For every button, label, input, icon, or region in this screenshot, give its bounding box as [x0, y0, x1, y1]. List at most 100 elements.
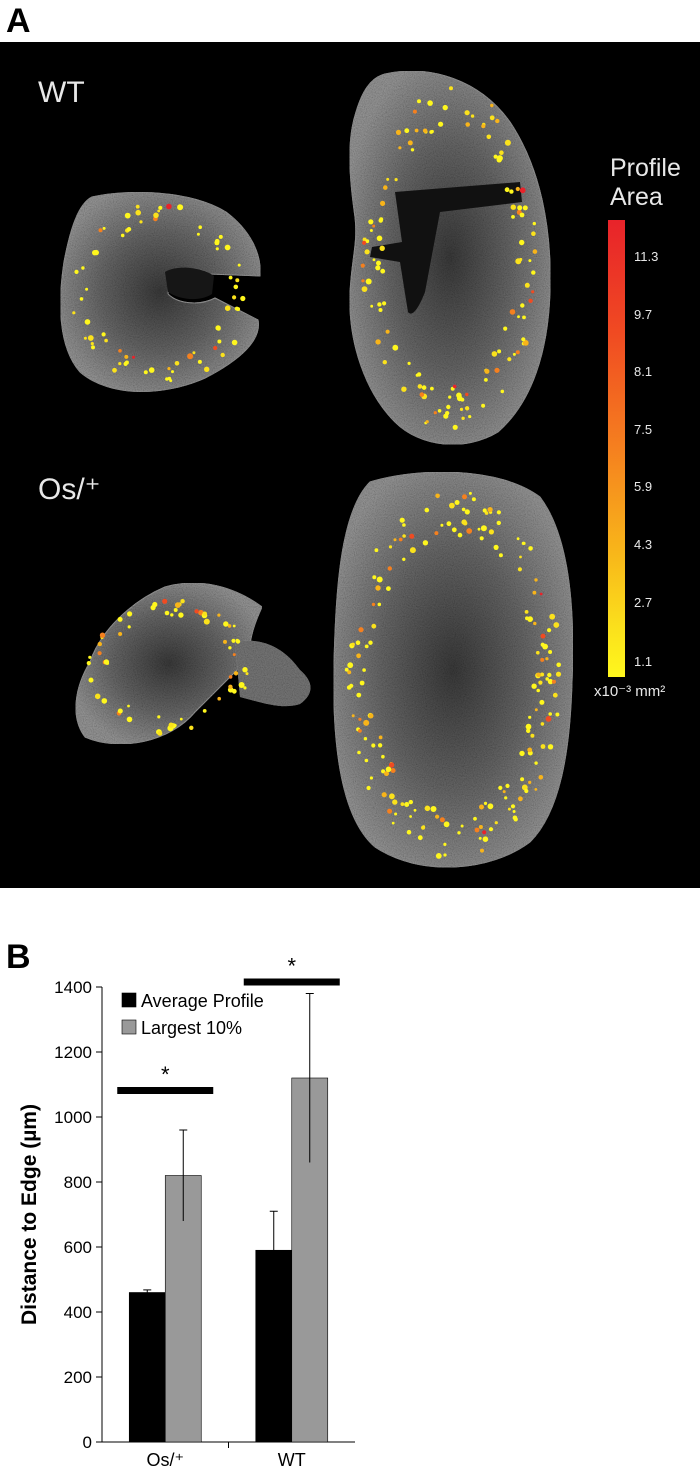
glomerulus-dot: [552, 692, 558, 698]
glomerulus-dot: [361, 279, 365, 283]
glomerulus-dot: [417, 835, 423, 841]
glomerulus-dot: [127, 611, 133, 617]
glomerulus-dot: [347, 662, 354, 669]
glomerulus-dot: [385, 766, 392, 773]
glomerulus-dot: [174, 361, 180, 366]
glomerulus-dot: [103, 659, 110, 665]
glomerulus-dot: [519, 187, 526, 194]
glomerulus-dot: [524, 788, 529, 794]
glomerulus-dot: [540, 744, 546, 749]
glomerulus-dot: [217, 696, 221, 701]
glomerulus-dot: [466, 528, 473, 534]
glomerulus-dot: [443, 413, 449, 419]
glomerulus-dot: [395, 129, 402, 135]
glomerulus-dot: [216, 326, 221, 331]
glomerulus-dot: [517, 315, 520, 319]
glomerulus-dot: [532, 590, 537, 595]
significance-bar: [117, 1087, 214, 1094]
glomerulus-dot: [118, 632, 123, 636]
glomerulus-dot: [430, 386, 434, 391]
glomerulus-dot: [94, 693, 101, 700]
glomerulus-dot: [355, 640, 361, 645]
glomerulus-dot: [228, 646, 232, 650]
glomerulus-dot: [81, 266, 85, 270]
glomerulus-dot: [534, 708, 538, 712]
glomerulus-dot: [443, 821, 450, 828]
glomerulus-dot: [360, 263, 365, 268]
glomerulus-dot: [443, 853, 447, 857]
glomerulus-dot: [468, 491, 472, 495]
glomerulus-dot: [213, 345, 218, 351]
glomerulus-dot: [394, 812, 398, 816]
legend-swatch: [121, 1019, 137, 1035]
glomerulus-dot: [534, 788, 538, 791]
glomerulus-dot: [228, 275, 233, 280]
glomerulus-dot: [101, 698, 108, 704]
glomerulus-dot: [528, 546, 533, 551]
glomerulus-dot: [494, 821, 498, 825]
glomerulus-dot: [437, 409, 442, 413]
glomerulus-dot: [384, 771, 389, 777]
glomerulus-dot: [440, 523, 444, 527]
glomerulus-dot: [527, 747, 533, 753]
glomerulus-dot: [380, 268, 386, 274]
glomerulus-dot: [470, 114, 475, 118]
glomerulus-dot: [500, 389, 505, 394]
glomerulus-dot: [375, 585, 381, 591]
glomerulus-dot: [527, 616, 533, 622]
glomerulus-dot: [489, 115, 495, 121]
glomerulus-dot: [422, 128, 428, 133]
glomerulus-dot: [356, 653, 361, 659]
glomerulus-dot: [419, 392, 425, 397]
glomerulus-dot: [87, 335, 94, 341]
glomerulus-dot: [478, 836, 482, 840]
glomerulus-dot: [178, 612, 184, 618]
glomerulus-dot: [483, 801, 488, 806]
glomerulus-dot: [347, 670, 352, 675]
glomerulus-dot: [493, 544, 499, 550]
glomerulus-dot: [462, 494, 467, 500]
glomerulus-dot: [240, 295, 246, 302]
glomerulus-dot: [173, 608, 178, 612]
glomerulus-dot: [372, 575, 377, 580]
glomerulus-dot: [512, 352, 516, 356]
glomerulus-dot: [398, 537, 403, 542]
glomerulus-dot: [381, 792, 387, 798]
glomerulus-dot: [153, 212, 159, 219]
glomerulus-dot: [540, 633, 546, 639]
glomerulus-dot: [157, 715, 161, 719]
y-tick-label: 1000: [54, 1108, 92, 1127]
glomerulus-dot: [220, 352, 225, 358]
glomerulus-dot: [555, 671, 562, 677]
glomerulus-dot: [198, 225, 202, 229]
glomerulus-dot: [533, 621, 537, 626]
glomerulus-dot: [510, 204, 516, 210]
glomerulus-dot: [365, 278, 372, 285]
glomerulus-dot: [553, 622, 560, 628]
glomerulus-dot: [227, 624, 232, 628]
glomerulus-dot: [368, 713, 374, 719]
glomerulus-dot: [460, 824, 464, 828]
glomerulus-dot: [510, 804, 516, 809]
glomerulus-dot: [243, 686, 247, 690]
glomerulus-dot: [503, 326, 508, 331]
glomerulus-dot: [540, 722, 545, 726]
glomerulus-dot: [365, 239, 370, 244]
glomerulus-dot: [88, 677, 94, 683]
glomerulus-dot: [194, 609, 199, 614]
glomerulus-dot: [421, 385, 427, 390]
kidney-sections: [60, 70, 574, 868]
panel-a-micrograph: WT Os/⁺ Profile Area 11.3 9.7 8.1 7.5 5.…: [0, 42, 700, 888]
glomerulus-dot: [232, 624, 236, 628]
glomerulus-dot: [459, 407, 464, 411]
glomerulus-dot: [232, 295, 237, 300]
glomerulus-dot: [394, 178, 398, 182]
glomerulus-dot: [425, 420, 429, 424]
y-tick-label: 800: [64, 1173, 92, 1192]
colorbar-tick: 8.1: [634, 364, 653, 379]
glomerulus-dot: [91, 345, 95, 350]
glomerulus-dot: [528, 715, 532, 719]
glomerulus-dot: [164, 610, 170, 616]
glomerulus-dot: [192, 351, 196, 355]
glomerulus-dot: [479, 804, 484, 810]
